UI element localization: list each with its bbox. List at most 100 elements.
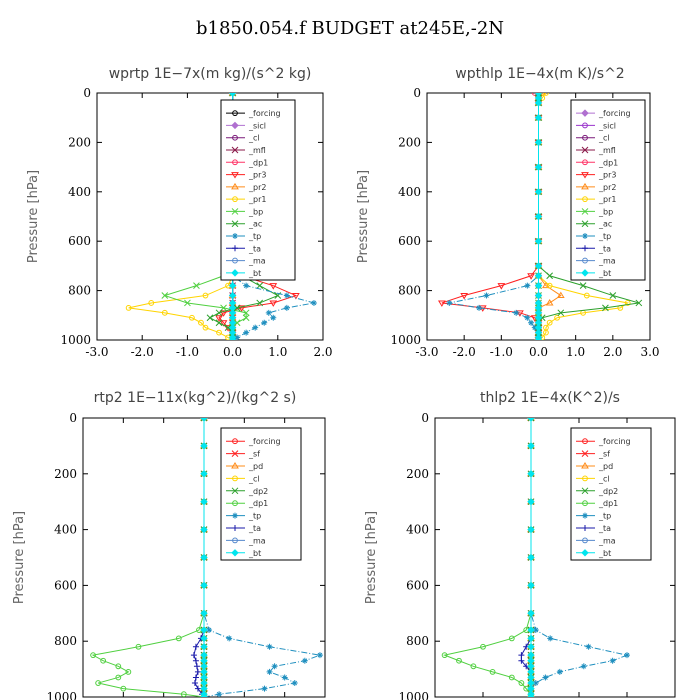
legend-item: _ta xyxy=(226,244,261,253)
data-point xyxy=(556,668,563,675)
data-point xyxy=(581,220,589,228)
legend-item: _sf xyxy=(226,450,260,459)
legend-label: _dp1 xyxy=(598,158,618,167)
data-point xyxy=(624,300,631,306)
x-tick-label: -1.0 xyxy=(490,345,513,359)
y-axis-label: Pressure [hPa] xyxy=(12,511,27,604)
legend-item: _pr2 xyxy=(226,183,266,192)
series-dp1 xyxy=(441,418,534,697)
data-point xyxy=(545,298,554,306)
data-point xyxy=(483,292,490,299)
data-point xyxy=(192,657,199,664)
data-point xyxy=(202,292,209,299)
y-tick-label: 0 xyxy=(413,86,421,100)
legend-label: _ma xyxy=(248,257,266,266)
legend: _forcing _sf _pd _cl _dp2 _dp1 _tp _ta _ma _bt xyxy=(220,427,302,561)
data-point xyxy=(635,299,643,307)
data-point xyxy=(200,634,208,643)
legend-item: _ma xyxy=(226,257,266,266)
x-tick-label: 0.0 xyxy=(529,345,548,359)
data-point xyxy=(148,300,155,306)
data-point xyxy=(581,549,589,557)
data-point xyxy=(100,657,107,664)
series-pr3 xyxy=(437,93,543,340)
data-point xyxy=(216,691,223,697)
data-point xyxy=(194,668,201,675)
plot-frame xyxy=(434,417,676,698)
legend-item: _ma xyxy=(576,257,616,266)
legend-label: _dp1 xyxy=(248,158,268,167)
data-point xyxy=(243,282,250,289)
data-point xyxy=(582,537,588,544)
y-tick-label: 0 xyxy=(83,86,91,100)
series-dp1 xyxy=(90,418,207,697)
legend-label: _bt xyxy=(598,269,611,278)
plot-area xyxy=(90,418,323,697)
data-point xyxy=(233,304,241,312)
y-tick-label: 600 xyxy=(406,578,429,592)
data-point xyxy=(215,315,223,322)
legend-label: _bt xyxy=(248,269,261,278)
y-tick-label: 400 xyxy=(406,523,429,537)
data-point xyxy=(538,93,547,96)
data-point xyxy=(200,609,208,618)
data-point xyxy=(291,293,300,300)
x-tick-label: 2.0 xyxy=(313,345,332,359)
data-point xyxy=(609,292,617,299)
legend-label: _forcing xyxy=(248,437,281,446)
data-point xyxy=(542,674,549,681)
y-axis-label: Pressure [hPa] xyxy=(26,170,41,263)
legend-label: _sicl xyxy=(598,121,616,130)
legend-item: _tp xyxy=(576,232,611,241)
data-point xyxy=(513,309,520,316)
legend-label: _sf xyxy=(598,450,610,459)
legend-item: _dp1 xyxy=(226,499,268,508)
data-point xyxy=(532,680,539,687)
data-point xyxy=(582,438,588,445)
data-point xyxy=(546,272,554,280)
legend-label: _pr3 xyxy=(248,171,266,180)
y-tick-label: 200 xyxy=(398,135,421,149)
data-point xyxy=(583,292,590,299)
legend-label: _mfl xyxy=(248,146,266,155)
legend-label: _forcing xyxy=(248,109,281,118)
data-point xyxy=(582,512,588,519)
data-point xyxy=(527,553,535,562)
data-point xyxy=(283,304,290,311)
legend: _forcing _sicl _cl _mfl _dp1 _pr3 _pr2 _pr1 _bp _… xyxy=(220,99,296,281)
legend-item: _bp xyxy=(576,207,613,216)
y-axis-label: Pressure [hPa] xyxy=(356,170,371,263)
y-tick-label: 400 xyxy=(398,185,421,199)
legend-item: _sicl xyxy=(576,121,616,130)
data-point xyxy=(582,159,588,166)
legend-item: _sicl xyxy=(226,121,266,130)
data-point xyxy=(90,652,96,659)
data-point xyxy=(580,663,587,670)
data-point xyxy=(557,309,565,317)
data-point xyxy=(193,282,200,290)
data-point xyxy=(231,121,239,130)
data-point xyxy=(265,309,272,316)
legend-item: _dp2 xyxy=(576,487,618,496)
legend-item: _forcing xyxy=(576,437,631,446)
y-tick-label: 800 xyxy=(406,634,429,648)
data-point xyxy=(232,245,238,252)
data-point xyxy=(441,652,448,659)
y-tick-label: 1000 xyxy=(46,690,77,700)
data-point xyxy=(554,314,560,321)
legend-label: _dp2 xyxy=(248,487,268,496)
data-point xyxy=(232,500,238,507)
x-tick-label: -2.0 xyxy=(453,345,476,359)
series-line xyxy=(128,93,234,340)
legend-item: _ma xyxy=(576,536,616,545)
legend-label: _dp1 xyxy=(598,499,618,508)
data-point xyxy=(266,643,273,650)
data-point xyxy=(582,525,588,531)
legend-label: _forcing xyxy=(598,109,631,118)
legend-label: _dp1 xyxy=(248,499,268,508)
data-point xyxy=(582,257,588,264)
data-point xyxy=(232,110,238,117)
data-point xyxy=(534,99,543,107)
data-point xyxy=(175,635,182,642)
data-point xyxy=(518,680,525,686)
